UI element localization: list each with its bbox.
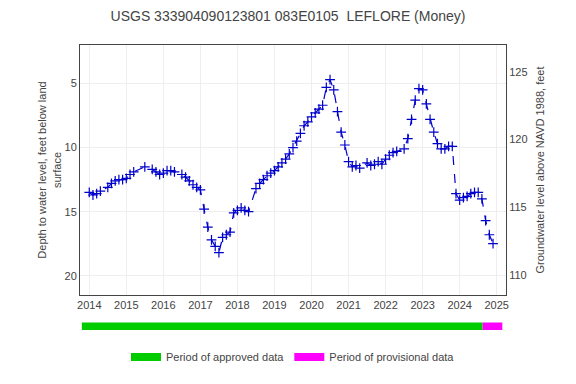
- svg-text:2014: 2014: [77, 299, 101, 311]
- svg-text:20: 20: [65, 270, 77, 282]
- svg-text:Period of provisional data: Period of provisional data: [329, 351, 454, 363]
- svg-text:2024: 2024: [447, 299, 471, 311]
- svg-text:2022: 2022: [373, 299, 397, 311]
- svg-text:120: 120: [509, 133, 527, 145]
- svg-text:115: 115: [509, 201, 527, 213]
- svg-text:110: 110: [509, 269, 527, 281]
- svg-text:125: 125: [509, 66, 527, 78]
- svg-text:5: 5: [71, 77, 77, 89]
- svg-text:10: 10: [65, 141, 77, 153]
- svg-text:2018: 2018: [225, 299, 249, 311]
- svg-text:2021: 2021: [336, 299, 360, 311]
- svg-text:2017: 2017: [188, 299, 212, 311]
- svg-text:2015: 2015: [114, 299, 138, 311]
- svg-text:2023: 2023: [410, 299, 434, 311]
- svg-text:2019: 2019: [262, 299, 286, 311]
- svg-text:2016: 2016: [151, 299, 175, 311]
- svg-text:USGS 333904090123801 083E0105: USGS 333904090123801 083E0105 LEFLORE (M…: [111, 8, 466, 24]
- svg-text:Period of approved data: Period of approved data: [166, 351, 284, 363]
- svg-text:2020: 2020: [299, 299, 323, 311]
- svg-text:2025: 2025: [484, 299, 508, 311]
- svg-text:Depth to water level, feet bel: Depth to water level, feet below landsur…: [36, 81, 62, 258]
- svg-text:15: 15: [65, 206, 77, 218]
- svg-text:Groundwater level above NAVD 1: Groundwater level above NAVD 1988, feet: [534, 66, 546, 273]
